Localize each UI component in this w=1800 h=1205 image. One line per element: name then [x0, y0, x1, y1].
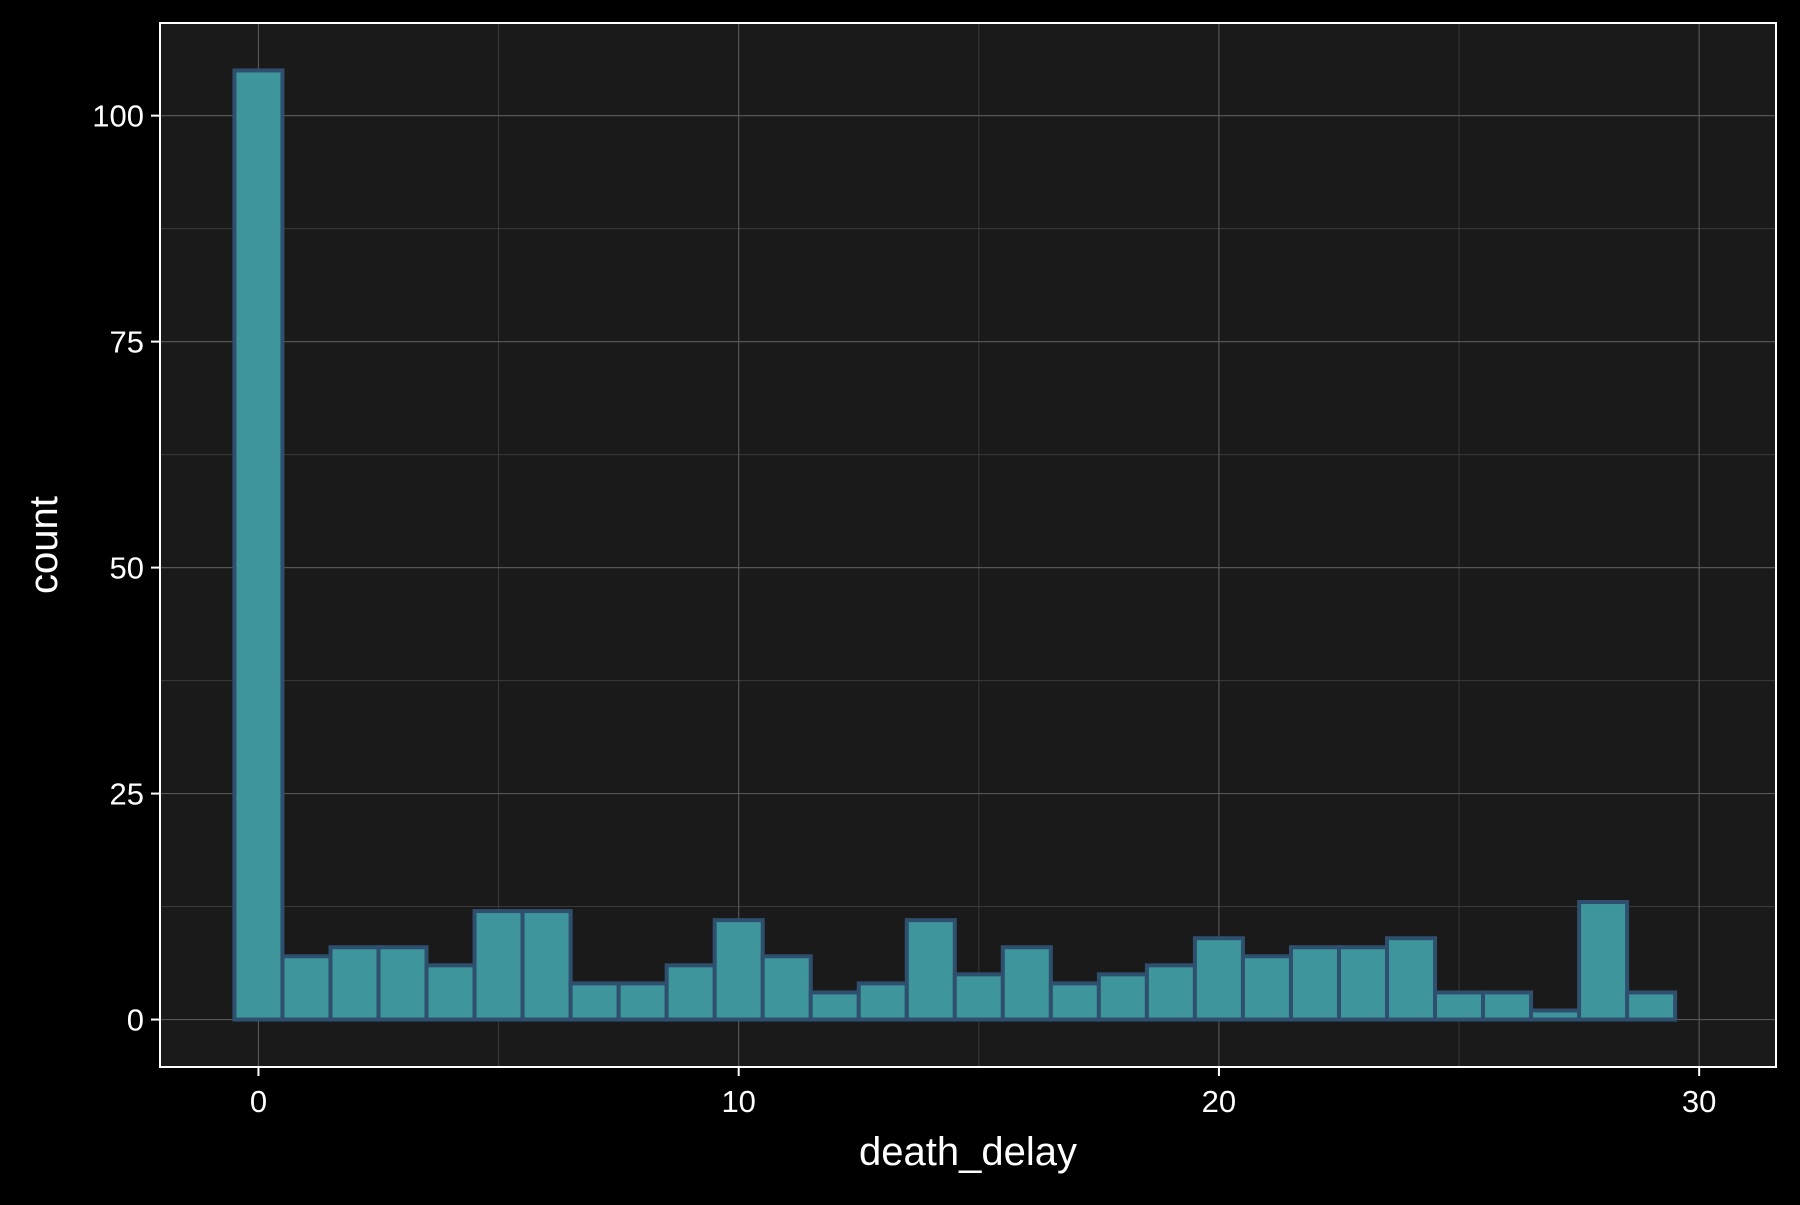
histogram-bar — [808, 990, 861, 1022]
x-tick-label: 30 — [1682, 1084, 1716, 1119]
y-tick-label: 50 — [110, 551, 144, 586]
y-axis: 0 25 50 75 100 — [92, 99, 160, 1038]
y-tick-label: 0 — [127, 1003, 144, 1038]
histogram-bar — [328, 945, 381, 1022]
histogram-bar — [1577, 900, 1630, 1022]
plot-panel-border — [159, 22, 1777, 1068]
histogram-bar — [232, 68, 285, 1022]
histogram-bar — [1288, 945, 1341, 1022]
histogram-bar — [664, 963, 717, 1022]
histogram-bar — [1481, 990, 1534, 1022]
histogram-bar — [712, 918, 765, 1022]
plot-panel — [160, 23, 1776, 1067]
histogram-bar — [1336, 945, 1390, 1022]
histogram-bar — [1433, 990, 1486, 1022]
x-axis-label: death_delay — [859, 1130, 1077, 1174]
x-tick-label: 10 — [721, 1084, 755, 1119]
histogram-bar — [760, 954, 813, 1022]
histogram-bar — [952, 972, 1005, 1022]
histogram-bar — [856, 981, 909, 1022]
histogram-bars — [232, 68, 1678, 1022]
y-axis-label: count — [22, 496, 66, 594]
histogram-bar — [1192, 936, 1245, 1022]
y-tick-label: 75 — [110, 325, 144, 360]
histogram-bar — [280, 954, 333, 1022]
x-tick-label: 0 — [250, 1084, 267, 1119]
x-tick-label: 20 — [1202, 1084, 1236, 1119]
histogram-bar — [1096, 972, 1149, 1022]
y-tick-label: 100 — [92, 99, 144, 134]
histogram-bar — [1048, 981, 1101, 1022]
histogram-bar — [616, 981, 669, 1022]
histogram-bar — [568, 981, 621, 1022]
histogram-bar — [520, 909, 573, 1022]
y-tick-label: 25 — [110, 777, 144, 812]
histogram-bar — [376, 945, 429, 1022]
histogram-bar — [1385, 936, 1438, 1022]
minor-gridlines — [160, 23, 1776, 1067]
x-axis: 0 10 20 30 — [250, 1067, 1716, 1119]
histogram-bar — [1144, 963, 1197, 1022]
histogram-bar — [1000, 945, 1053, 1022]
histogram-bar — [1240, 954, 1293, 1022]
histogram-bar — [1625, 990, 1678, 1022]
histogram-bar — [1529, 1008, 1582, 1022]
histogram-bar — [424, 963, 477, 1022]
histogram-bar — [904, 918, 957, 1022]
histogram-bar — [472, 909, 525, 1022]
